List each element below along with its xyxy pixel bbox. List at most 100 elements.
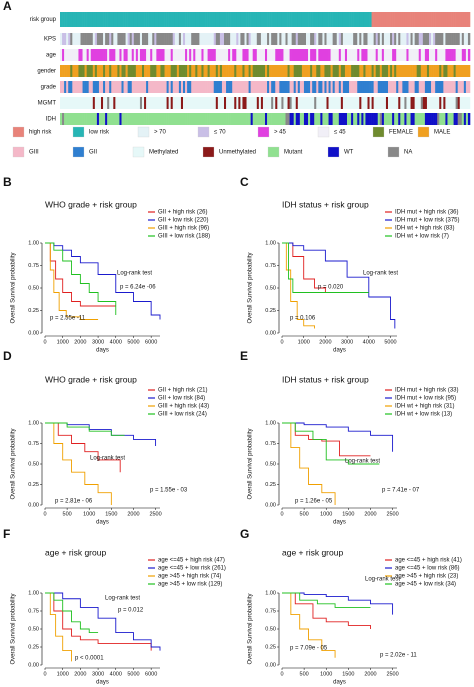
- heatmap-cell: [338, 81, 342, 93]
- x-tick-label: 6000: [145, 671, 157, 677]
- heatmap-cell: [322, 12, 325, 27]
- heatmap-cell: [295, 33, 299, 45]
- heatmap-cell: [201, 49, 204, 61]
- heatmap-cell: [76, 12, 79, 27]
- heatmap-cell: [232, 97, 235, 109]
- heatmap-cell: [113, 33, 116, 45]
- heatmap-cell: [131, 65, 135, 77]
- heatmap-cell: [338, 49, 342, 61]
- heatmap-cell: [322, 33, 325, 45]
- heatmap-cell: [275, 81, 278, 93]
- heatmap-cell: [447, 33, 450, 45]
- heatmap-cell: [252, 12, 256, 27]
- heatmap-cell: [232, 12, 235, 27]
- heatmap-cell: [279, 12, 282, 27]
- heatmap-cell: [119, 49, 122, 61]
- heatmap-cell: [349, 49, 352, 61]
- heatmap-cell: [84, 12, 87, 27]
- heatmap-cell: [211, 49, 215, 61]
- heatmap-cell: [297, 65, 301, 77]
- heatmap-cell: [336, 97, 340, 109]
- heatmap-cell: [111, 113, 114, 125]
- heatmap-cell: [322, 97, 325, 109]
- heatmap-cell: [246, 113, 249, 125]
- heatmap-cell: [351, 113, 354, 125]
- heatmap-cell: [74, 49, 77, 61]
- heatmap-cell: [441, 12, 444, 27]
- heatmap-cell: [168, 97, 171, 109]
- heatmap-cell: [271, 81, 274, 93]
- heatmap-cell: [201, 113, 204, 125]
- heatmap-cell: [193, 12, 196, 27]
- heatmap-cell: [127, 65, 130, 77]
- heatmap-cell: [139, 113, 143, 125]
- heatmap-cell: [86, 65, 89, 77]
- heatmap-cell: [379, 12, 383, 27]
- heatmap-cell: [267, 65, 270, 77]
- heatmap-cell: [234, 12, 237, 27]
- track-label: IDH: [46, 117, 56, 123]
- heatmap-cell: [109, 33, 112, 45]
- heatmap-cell: [426, 81, 430, 93]
- heatmap-cell: [303, 65, 307, 77]
- heatmap-cell: [334, 97, 338, 109]
- heatmap-cell: [375, 12, 379, 27]
- heatmap-cell: [180, 113, 184, 125]
- heatmap-cell: [232, 113, 235, 125]
- heatmap-cell: [381, 113, 385, 125]
- heatmap-cell: [306, 81, 309, 93]
- heatmap-cell: [451, 65, 454, 77]
- heatmap-cell: [103, 81, 106, 93]
- heatmap-cell: [76, 113, 79, 125]
- heatmap-cell: [461, 49, 465, 61]
- heatmap-cell: [318, 49, 321, 61]
- legend-label: Unmethylated: [219, 150, 256, 156]
- heatmap-cell: [312, 12, 315, 27]
- heatmap-cell: [383, 33, 387, 45]
- heatmap-cell: [86, 97, 89, 109]
- heatmap-cell: [103, 12, 106, 27]
- heatmap-cell: [412, 12, 415, 27]
- heatmap-cell: [297, 49, 301, 61]
- heatmap-cell: [224, 33, 227, 45]
- heatmap-cell: [465, 12, 469, 27]
- heatmap-cell: [265, 33, 268, 45]
- heatmap-cell: [351, 49, 354, 61]
- heatmap-cell: [344, 33, 348, 45]
- heatmap-cell: [183, 65, 186, 77]
- heatmap-cell: [277, 12, 280, 27]
- heatmap-cell: [400, 97, 403, 109]
- heatmap-cell: [164, 12, 167, 27]
- heatmap-cell: [404, 33, 407, 45]
- heatmap-cell: [342, 113, 346, 125]
- heatmap-cell: [326, 113, 329, 125]
- heatmap-cell: [383, 49, 387, 61]
- heatmap-cell: [336, 81, 340, 93]
- heatmap-cell: [379, 65, 383, 77]
- heatmap-cell: [156, 97, 159, 109]
- heatmap-cell: [273, 81, 276, 93]
- x-tick-label: 500: [300, 511, 309, 517]
- heatmap-cell: [359, 97, 362, 109]
- heatmap-cell: [320, 97, 323, 109]
- heatmap-cell: [246, 33, 249, 45]
- heatmap-cell: [146, 65, 149, 77]
- heatmap-cell: [355, 33, 358, 45]
- heatmap-cell: [228, 49, 231, 61]
- heatmap-cell: [377, 12, 381, 27]
- heatmap-cell: [154, 49, 157, 61]
- heatmap-cell: [385, 81, 389, 93]
- heatmap-cell: [174, 49, 178, 61]
- heatmap-cell: [123, 65, 126, 77]
- heatmap-cell: [234, 81, 237, 93]
- heatmap-cell: [189, 113, 192, 125]
- heatmap-cell: [135, 12, 139, 27]
- heatmap-cell: [279, 97, 282, 109]
- heatmap-cell: [152, 97, 155, 109]
- heatmap-cell: [461, 65, 465, 77]
- heatmap-cell: [359, 65, 362, 77]
- heatmap-cell: [439, 113, 442, 125]
- heatmap-cell: [117, 12, 120, 27]
- heatmap-cell: [183, 33, 186, 45]
- heatmap-cell: [252, 33, 256, 45]
